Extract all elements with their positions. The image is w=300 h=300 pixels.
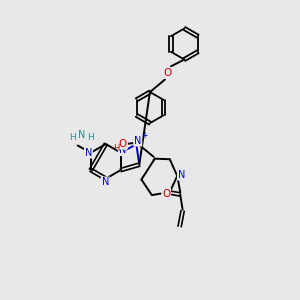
Text: +: + — [142, 131, 148, 140]
Text: N: N — [101, 177, 109, 187]
Text: H: H — [69, 133, 76, 142]
Text: O: O — [163, 68, 171, 78]
Text: O: O — [119, 139, 127, 149]
Text: N: N — [134, 136, 142, 146]
Text: N: N — [178, 170, 185, 180]
Text: H: H — [87, 133, 94, 142]
Text: O: O — [162, 189, 170, 199]
Text: N: N — [118, 145, 126, 155]
Text: H: H — [113, 144, 119, 153]
Text: '': '' — [152, 159, 156, 168]
Text: N: N — [85, 148, 92, 158]
Text: N: N — [78, 130, 85, 140]
